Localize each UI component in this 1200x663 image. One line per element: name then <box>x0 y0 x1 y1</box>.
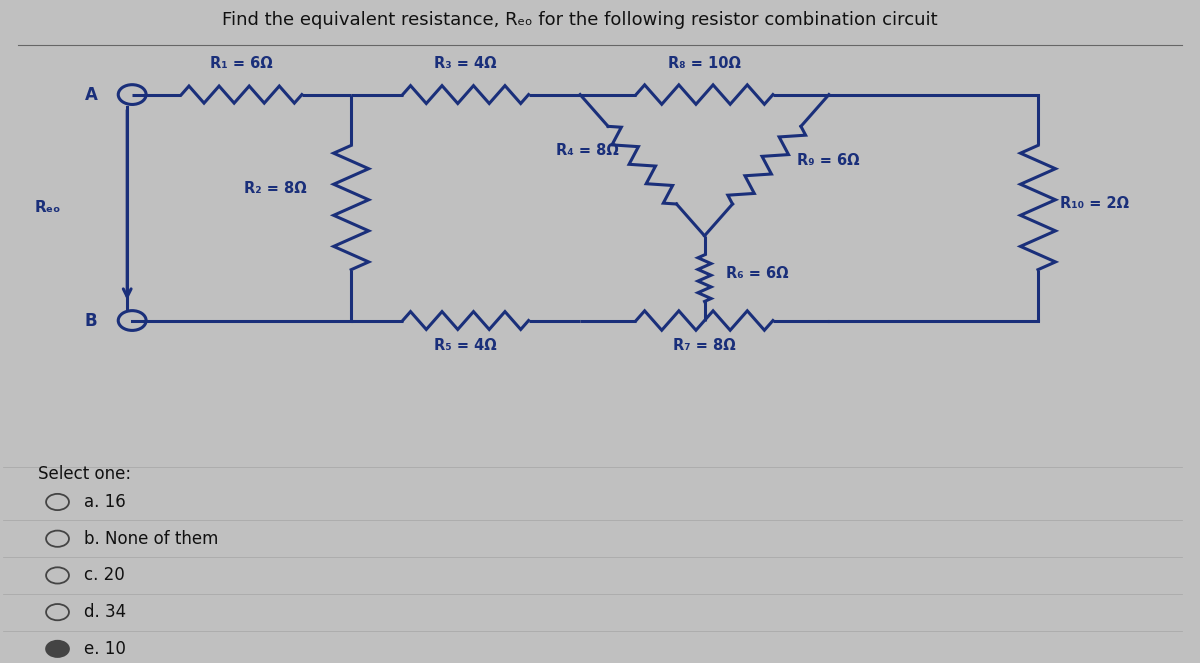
Text: R₉ = 6Ω: R₉ = 6Ω <box>797 153 859 168</box>
Text: R₁₀ = 2Ω: R₁₀ = 2Ω <box>1060 196 1129 211</box>
Text: R₄ = 8Ω: R₄ = 8Ω <box>556 143 619 158</box>
Text: R₂ = 8Ω: R₂ = 8Ω <box>244 182 306 196</box>
Text: c. 20: c. 20 <box>84 566 125 584</box>
Text: Select one:: Select one: <box>37 465 131 483</box>
Text: Find the equivalent resistance, Rₑₒ for the following resistor combination circu: Find the equivalent resistance, Rₑₒ for … <box>222 11 938 29</box>
Text: b. None of them: b. None of them <box>84 530 218 548</box>
Text: R₇ = 8Ω: R₇ = 8Ω <box>673 338 736 353</box>
Circle shape <box>46 640 68 657</box>
Text: R₃ = 4Ω: R₃ = 4Ω <box>434 56 497 71</box>
Text: A: A <box>84 86 97 103</box>
Text: R₈ = 10Ω: R₈ = 10Ω <box>668 56 740 71</box>
Text: R₆ = 6Ω: R₆ = 6Ω <box>726 266 788 281</box>
Text: d. 34: d. 34 <box>84 603 126 621</box>
Text: B: B <box>85 312 97 330</box>
Text: e. 10: e. 10 <box>84 640 126 658</box>
Text: R₁ = 6Ω: R₁ = 6Ω <box>210 56 272 71</box>
Text: a. 16: a. 16 <box>84 493 126 511</box>
Text: Rₑₒ: Rₑₒ <box>35 200 61 215</box>
Text: R₅ = 4Ω: R₅ = 4Ω <box>434 338 497 353</box>
